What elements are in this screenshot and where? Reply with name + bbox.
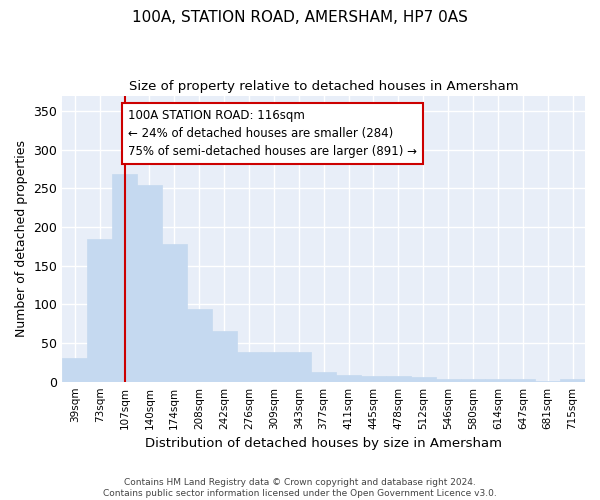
Bar xyxy=(236,352,262,382)
Bar xyxy=(112,174,137,382)
Text: 100A, STATION ROAD, AMERSHAM, HP7 0AS: 100A, STATION ROAD, AMERSHAM, HP7 0AS xyxy=(132,10,468,25)
Text: Contains HM Land Registry data © Crown copyright and database right 2024.
Contai: Contains HM Land Registry data © Crown c… xyxy=(103,478,497,498)
Y-axis label: Number of detached properties: Number of detached properties xyxy=(15,140,28,337)
Bar xyxy=(361,376,386,382)
Bar xyxy=(137,186,162,382)
Bar xyxy=(535,381,560,382)
Bar xyxy=(411,377,436,382)
Title: Size of property relative to detached houses in Amersham: Size of property relative to detached ho… xyxy=(129,80,518,93)
Bar xyxy=(560,380,585,382)
Text: 100A STATION ROAD: 116sqm
← 24% of detached houses are smaller (284)
75% of semi: 100A STATION ROAD: 116sqm ← 24% of detac… xyxy=(128,108,417,158)
Bar xyxy=(286,352,311,382)
Bar xyxy=(511,380,535,382)
Bar xyxy=(461,378,485,382)
Bar xyxy=(212,332,236,382)
Bar xyxy=(187,309,212,382)
Bar xyxy=(336,374,361,382)
Bar xyxy=(311,372,336,382)
Bar xyxy=(162,244,187,382)
Bar xyxy=(262,352,286,382)
Bar xyxy=(436,380,461,382)
X-axis label: Distribution of detached houses by size in Amersham: Distribution of detached houses by size … xyxy=(145,437,502,450)
Bar xyxy=(386,376,411,382)
Bar xyxy=(485,380,511,382)
Bar xyxy=(62,358,87,382)
Bar xyxy=(87,238,112,382)
